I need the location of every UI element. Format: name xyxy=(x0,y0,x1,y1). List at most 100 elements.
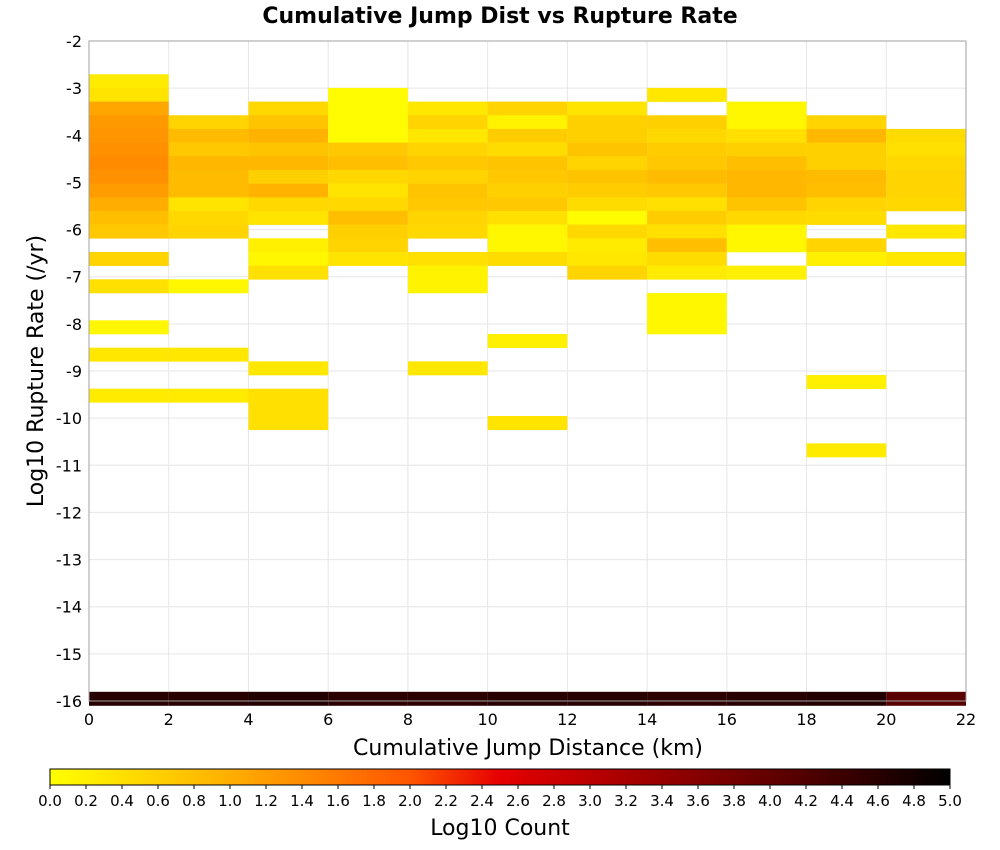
heatmap-cell xyxy=(647,210,727,225)
heatmap-cell xyxy=(726,265,807,280)
heatmap-cell xyxy=(567,183,648,198)
heatmap-cell xyxy=(726,142,807,157)
heatmap-cell xyxy=(407,101,488,116)
heatmap-cell xyxy=(407,169,488,184)
y-tick-label: -5 xyxy=(66,173,82,192)
heatmap-cell xyxy=(168,691,249,706)
heatmap-cell xyxy=(248,197,329,212)
heatmap-cell xyxy=(248,210,329,225)
x-tick-label: 14 xyxy=(637,710,657,729)
heatmap-cell xyxy=(407,142,488,157)
heatmap-cell xyxy=(806,210,887,225)
heatmap-cell xyxy=(886,224,966,239)
heatmap-cell xyxy=(89,169,169,184)
colorbar-tick-label: 4.0 xyxy=(758,792,782,810)
heatmap-cell xyxy=(407,691,488,706)
y-tick-label: -11 xyxy=(56,456,82,475)
heatmap-cell xyxy=(647,128,727,143)
heatmap-cell xyxy=(89,128,169,143)
heatmap-cell xyxy=(248,142,329,157)
heatmap-cell xyxy=(407,224,488,239)
heatmap-cell xyxy=(806,169,887,184)
heatmap-cell xyxy=(567,238,648,253)
heatmap-cell xyxy=(328,142,408,157)
heatmap-cell xyxy=(89,87,169,102)
heatmap-cell xyxy=(567,224,648,239)
heatmap-cell xyxy=(328,224,408,239)
y-tick-label: -7 xyxy=(66,268,82,287)
heatmap-cell xyxy=(567,115,648,130)
heatmap-cell xyxy=(407,251,488,266)
heatmap-cell xyxy=(567,169,648,184)
colorbar-tick-label: 1.4 xyxy=(290,792,314,810)
heatmap-cell xyxy=(726,169,807,184)
heatmap-cell xyxy=(168,224,249,239)
heatmap-cell xyxy=(647,224,727,239)
heatmap-cell xyxy=(726,210,807,225)
heatmap-cell xyxy=(806,691,887,706)
heatmap-cell xyxy=(726,224,807,239)
heatmap-cell xyxy=(328,691,408,706)
heatmap-cell xyxy=(89,74,169,89)
heatmap-cell xyxy=(168,169,249,184)
heatmap-cell xyxy=(487,238,568,253)
heatmap-cell xyxy=(407,183,488,198)
heatmap-cell xyxy=(886,183,966,198)
colorbar-tick-label: 0.8 xyxy=(182,792,206,810)
heatmap-cell xyxy=(647,142,727,157)
heatmap-cell xyxy=(168,210,249,225)
heatmap-cell xyxy=(407,265,488,280)
heatmap-cell xyxy=(647,238,727,253)
chart-title: Cumulative Jump Dist vs Rupture Rate xyxy=(262,4,737,29)
x-tick-label: 0 xyxy=(84,710,94,729)
heatmap-cell xyxy=(407,279,488,294)
colorbar-tick-label: 3.0 xyxy=(578,792,602,810)
heatmap-cell xyxy=(89,691,169,706)
heatmap-cell xyxy=(89,279,169,294)
heatmap-cell xyxy=(328,169,408,184)
heatmap-cell xyxy=(726,115,807,130)
heatmap-cell xyxy=(328,183,408,198)
x-tick-label: 6 xyxy=(323,710,333,729)
heatmap-cell xyxy=(726,183,807,198)
colorbar-tick-label: 4.6 xyxy=(866,792,890,810)
heatmap-cell xyxy=(168,347,249,362)
heatmap-cell xyxy=(806,251,887,266)
heatmap-cell xyxy=(89,210,169,225)
heatmap-cell xyxy=(487,691,568,706)
heatmap-cell xyxy=(328,156,408,171)
heatmap-cell xyxy=(168,388,249,403)
heatmap-cell xyxy=(487,251,568,266)
heatmap-cell xyxy=(248,115,329,130)
y-tick-label: -3 xyxy=(66,79,82,98)
heatmap-cell xyxy=(567,210,648,225)
y-tick-label: -16 xyxy=(56,692,82,711)
colorbar-ticks: 0.0 0.2 0.4 0.6 0.8 1.0 1.2 1.4 1.6 1.8 2.0 2.2 2.4 2… xyxy=(38,785,962,810)
colorbar-tick-label: 2.6 xyxy=(506,792,530,810)
y-axis-label: Log10 Rupture Rate (/yr) xyxy=(24,235,49,507)
heatmap-cell xyxy=(886,169,966,184)
heatmap-cell xyxy=(567,691,648,706)
heatmap-cell xyxy=(487,156,568,171)
heatmap-cell xyxy=(89,347,169,362)
heatmap-cell xyxy=(647,292,727,307)
heatmap-cell xyxy=(567,101,648,116)
heatmap-cell xyxy=(647,156,727,171)
heatmap-cell xyxy=(248,169,329,184)
colorbar-tick-label: 4.2 xyxy=(794,792,818,810)
heatmap-cell xyxy=(407,128,488,143)
heatmap-cell xyxy=(248,691,329,706)
y-tick-label: -6 xyxy=(66,221,82,240)
heatmap-cell xyxy=(726,101,807,116)
heatmap-cell xyxy=(328,251,408,266)
y-tick-label: -12 xyxy=(56,503,82,522)
colorbar-tick-label: 0.6 xyxy=(146,792,170,810)
colorbar-tick-label: 0.0 xyxy=(38,792,62,810)
heatmap-cell xyxy=(886,251,966,266)
heatmap-cell xyxy=(328,210,408,225)
heatmap-cell xyxy=(806,197,887,212)
heatmap-cell xyxy=(726,691,807,706)
y-tick-label: -14 xyxy=(56,598,82,617)
heatmap-cell xyxy=(726,156,807,171)
heatmap-cell xyxy=(89,320,169,335)
